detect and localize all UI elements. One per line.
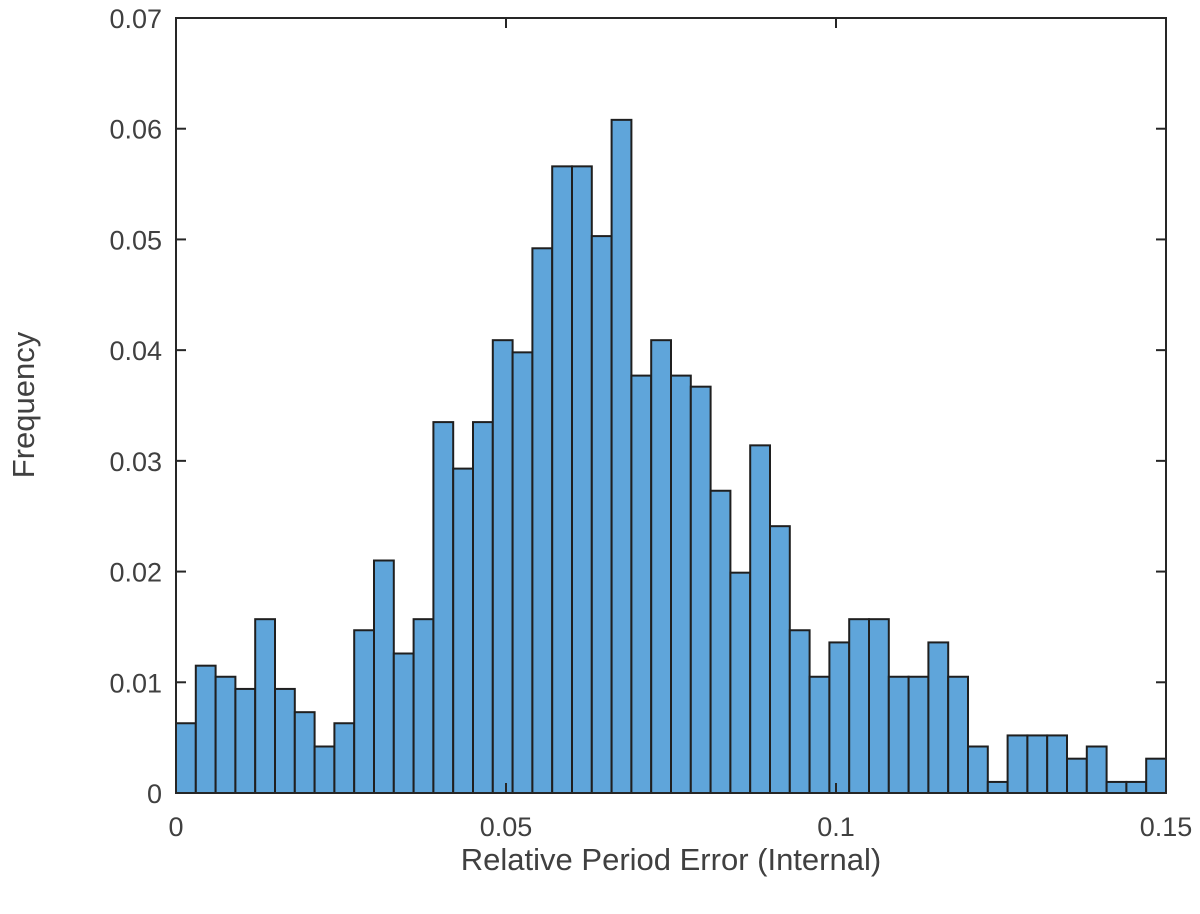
x-axis-label: Relative Period Error (Internal) <box>461 842 881 877</box>
histogram-bar <box>967 745 989 794</box>
x-tick-label: 0 <box>168 812 183 842</box>
histogram-bar <box>511 351 534 794</box>
axis-ticks <box>175 17 1167 794</box>
histogram-bar <box>214 675 237 794</box>
histogram-bar <box>788 629 811 794</box>
histogram-bar <box>452 467 475 794</box>
y-tick-label: 0.03 <box>109 447 162 477</box>
histogram-bar <box>392 652 415 794</box>
histogram-bar <box>333 722 356 794</box>
y-tick-label: 0.02 <box>109 558 162 588</box>
histogram-bar <box>472 421 494 794</box>
histogram-bar <box>769 525 791 795</box>
histogram-bars <box>175 118 1167 795</box>
histogram-bar <box>808 675 831 794</box>
x-tick-label: 0.1 <box>817 812 855 842</box>
histogram-bar <box>729 571 752 795</box>
histogram-bar <box>254 618 276 795</box>
y-tick-labels: 0 0.01 0.02 0.03 0.04 0.05 0.06 0.07 <box>109 4 162 809</box>
histogram-bar <box>947 675 970 794</box>
histogram-bar <box>590 235 613 795</box>
histogram-bar <box>571 165 593 795</box>
histogram-bar <box>670 374 692 794</box>
histogram-bar <box>927 641 950 795</box>
histogram-bar <box>709 489 732 794</box>
histogram-bar <box>491 339 514 794</box>
y-tick-label: 0.04 <box>109 336 162 366</box>
histogram-bar <box>194 664 217 795</box>
histogram-bar <box>1026 734 1049 795</box>
histogram-bar <box>1066 757 1088 795</box>
histogram-bar <box>1046 734 1068 795</box>
histogram-bar <box>1085 745 1108 794</box>
histogram-bar <box>531 247 554 795</box>
histogram-bar <box>828 641 851 795</box>
x-tick-label: 0.15 <box>1140 812 1193 842</box>
y-tick-label: 0.01 <box>109 668 162 698</box>
histogram-bar <box>1006 734 1029 795</box>
histogram-bar <box>274 687 296 795</box>
histogram-bar <box>175 722 197 794</box>
histogram-bar <box>432 421 455 794</box>
histogram-bar <box>868 618 890 795</box>
histogram-bar <box>551 165 574 795</box>
histogram-bar <box>848 618 871 795</box>
y-tick-label: 0.06 <box>109 115 162 145</box>
histogram-bar <box>234 687 257 795</box>
histogram-bar <box>610 118 633 795</box>
y-tick-label: 0 <box>147 779 162 809</box>
histogram-bar <box>749 444 772 794</box>
histogram-bar <box>986 780 1009 795</box>
x-tick-labels: 0 0.05 0.1 0.15 <box>168 812 1192 842</box>
y-axis-label: Frequency <box>6 331 41 478</box>
histogram-bar <box>689 385 712 794</box>
histogram-bar <box>1145 757 1167 795</box>
histogram-bar <box>907 675 930 794</box>
plot-frame <box>175 17 1167 794</box>
histogram-bar <box>1105 780 1128 795</box>
histogram-bar <box>293 711 316 795</box>
histogram-bar <box>1125 780 1148 795</box>
histogram-bar <box>630 374 653 794</box>
histogram-bar <box>353 629 376 794</box>
y-tick-label: 0.07 <box>109 4 162 34</box>
histogram-bar <box>887 675 910 794</box>
histogram-bar <box>650 339 673 794</box>
histogram-bar <box>412 618 435 795</box>
histogram-bar <box>373 559 395 794</box>
x-tick-label: 0.05 <box>480 812 533 842</box>
y-tick-label: 0.05 <box>109 225 162 255</box>
histogram-bar <box>313 745 336 794</box>
